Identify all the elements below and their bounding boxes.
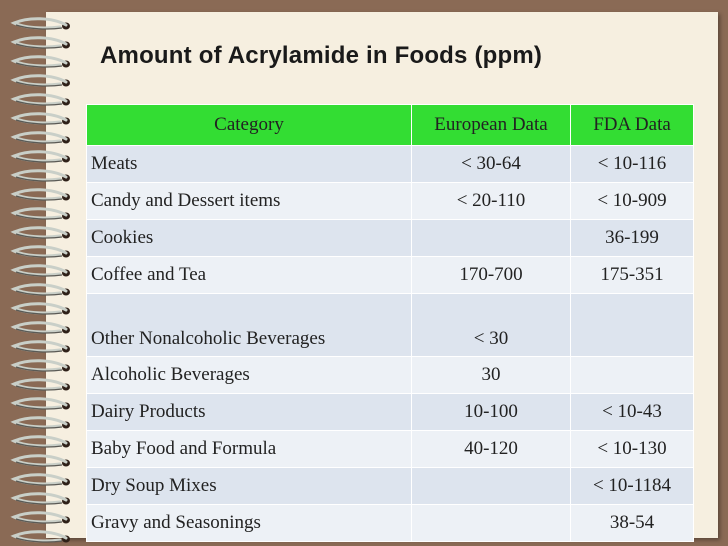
slide-title: Amount of Acrylamide in Foods (ppm) (100, 42, 543, 69)
cell-category: Cookies (86, 219, 412, 257)
cell-category: Dry Soup Mixes (86, 467, 412, 505)
cell-european: < 30 (411, 293, 571, 357)
spiral-binding-icon (10, 17, 70, 543)
table-row: Baby Food and Formula 40-120 < 10-130 (86, 430, 694, 468)
table-row: Candy and Dessert items < 20-110 < 10-90… (86, 182, 694, 220)
table-row: Meats < 30-64 < 10-116 (86, 145, 694, 183)
cell-category: Candy and Dessert items (86, 182, 412, 220)
cell-fda: 38-54 (570, 504, 694, 542)
cell-european (411, 504, 571, 542)
cell-european (411, 219, 571, 257)
table-row: Alcoholic Beverages 30 (86, 356, 694, 394)
cell-fda: < 10-1184 (570, 467, 694, 505)
table-row: Gravy and Seasonings 38-54 (86, 504, 694, 542)
table-row: Coffee and Tea 170-700 175-351 (86, 256, 694, 294)
cell-category: Alcoholic Beverages (86, 356, 412, 394)
cell-european: 40-120 (411, 430, 571, 468)
header-category: Category (86, 104, 412, 146)
cell-category: Other Nonalcoholic Beverages (86, 293, 412, 357)
acrylamide-table: Category European Data FDA Data Meats < … (86, 104, 694, 542)
cell-european: 10-100 (411, 393, 571, 431)
cell-category: Baby Food and Formula (86, 430, 412, 468)
header-european: European Data (411, 104, 571, 146)
cell-fda: < 10-43 (570, 393, 694, 431)
cell-fda: 175-351 (570, 256, 694, 294)
cell-fda (570, 356, 694, 394)
table-header-row: Category European Data FDA Data (86, 104, 694, 146)
cell-fda: < 10-116 (570, 145, 694, 183)
cell-european: 170-700 (411, 256, 571, 294)
cell-fda: < 10-909 (570, 182, 694, 220)
cell-fda: 36-199 (570, 219, 694, 257)
cell-category: Dairy Products (86, 393, 412, 431)
cell-fda (570, 293, 694, 357)
cell-european (411, 467, 571, 505)
cell-category: Gravy and Seasonings (86, 504, 412, 542)
table-row: Dairy Products 10-100 < 10-43 (86, 393, 694, 431)
cell-european: 30 (411, 356, 571, 394)
header-fda: FDA Data (570, 104, 694, 146)
table-row: Cookies 36-199 (86, 219, 694, 257)
cell-european: < 30-64 (411, 145, 571, 183)
cell-european: < 20-110 (411, 182, 571, 220)
table-row: Other Nonalcoholic Beverages < 30 (86, 293, 694, 357)
cell-category: Coffee and Tea (86, 256, 412, 294)
table-row: Dry Soup Mixes < 10-1184 (86, 467, 694, 505)
cell-category: Meats (86, 145, 412, 183)
cell-fda: < 10-130 (570, 430, 694, 468)
